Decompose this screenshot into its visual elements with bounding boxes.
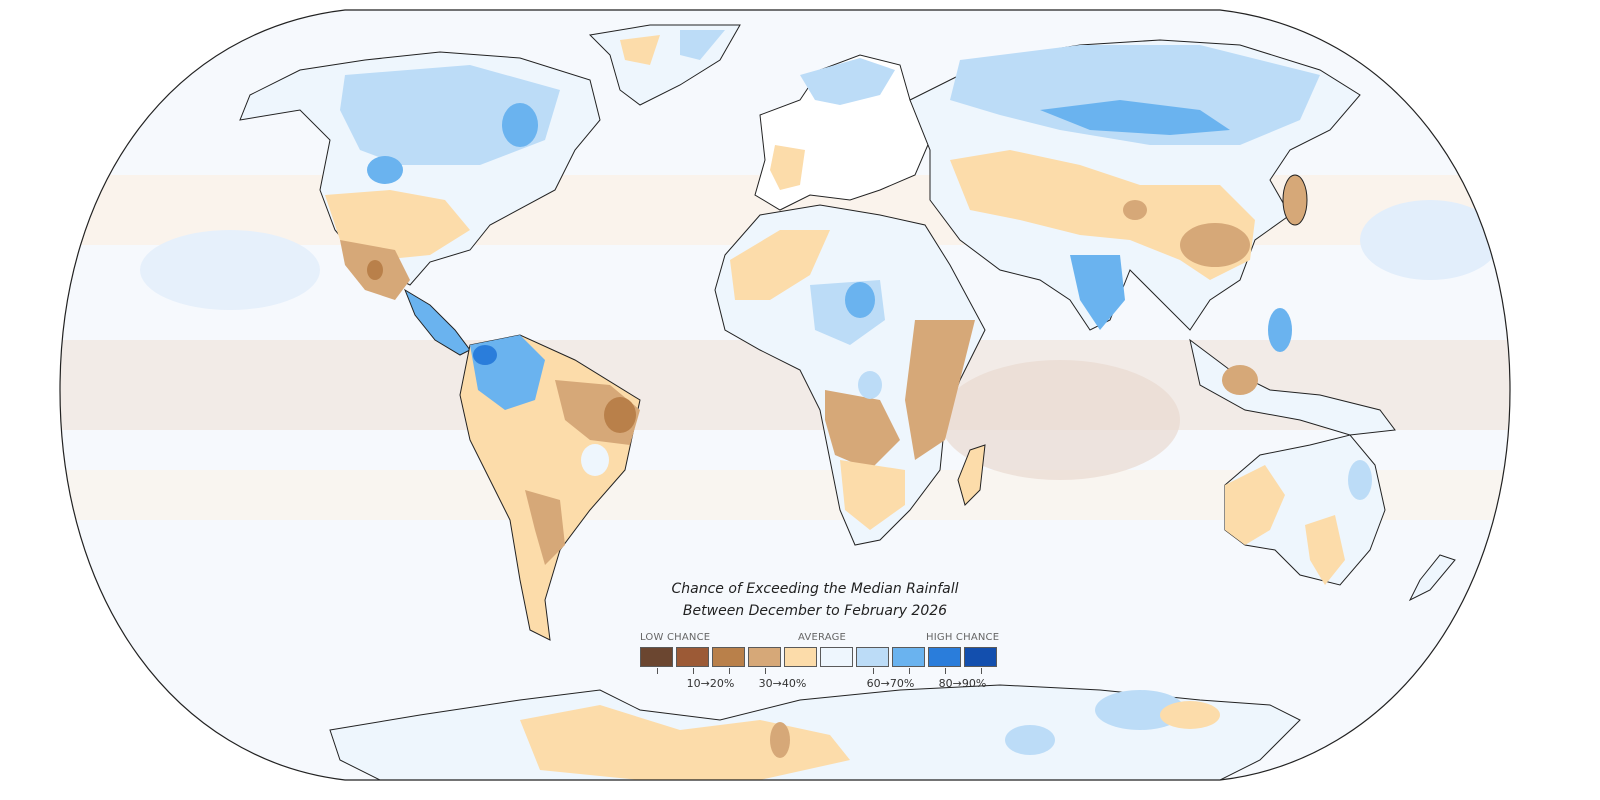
legend-tick: [729, 668, 730, 674]
legend-swatch: [640, 647, 673, 667]
ocean-wet-patch: [140, 230, 320, 310]
legend-tick-label: 30→40%: [759, 677, 807, 690]
wet-patch: [1005, 725, 1055, 755]
legend-tick: [693, 668, 694, 674]
dry-patch: [770, 722, 790, 758]
legend-average-label: AVERAGE: [798, 632, 846, 643]
map-caption: Chance of Exceeding the Median Rainfall …: [645, 578, 985, 622]
dry-patch: [1123, 200, 1147, 220]
color-legend: LOW CHANCE AVERAGE HIGH CHANCE 10→20% 30→…: [640, 632, 1010, 692]
dry-patch: [1160, 701, 1220, 729]
japan: [1283, 175, 1307, 225]
legend-low-label: LOW CHANCE: [640, 632, 710, 643]
legend-high-label: HIGH CHANCE: [926, 632, 999, 643]
legend-swatch: [784, 647, 817, 667]
dry-patch: [367, 260, 383, 280]
legend-swatch: [928, 647, 961, 667]
legend-swatch: [676, 647, 709, 667]
wet-patch: [473, 345, 497, 365]
wet-patch: [1348, 460, 1372, 500]
wet-patch: [502, 103, 538, 147]
legend-tick: [945, 668, 946, 674]
wet-patch: [367, 156, 403, 184]
philippines: [1268, 308, 1292, 352]
legend-tick: [981, 668, 982, 674]
legend-tick: [657, 668, 658, 674]
ocean-wet-patch: [1360, 200, 1500, 280]
legend-swatch: [712, 647, 745, 667]
dry-patch: [1180, 223, 1250, 267]
legend-tick: [873, 668, 874, 674]
legend-swatch: [892, 647, 925, 667]
legend-swatch: [820, 647, 853, 667]
wet-patch: [581, 444, 609, 476]
wet-patch: [845, 282, 875, 318]
legend-tick-label: 80→90%: [939, 677, 987, 690]
legend-tick-label: 60→70%: [867, 677, 915, 690]
dry-patch: [604, 397, 636, 433]
legend-tick: [909, 668, 910, 674]
legend-tick: [765, 668, 766, 674]
legend-swatch: [856, 647, 889, 667]
legend-swatch: [748, 647, 781, 667]
caption-title-line1: Chance of Exceeding the Median Rainfall: [645, 578, 985, 600]
caption-title-line2: Between December to February 2026: [645, 600, 985, 622]
legend-swatch: [964, 647, 997, 667]
legend-color-bar: [640, 647, 997, 667]
dry-patch: [1222, 365, 1258, 395]
legend-tick-label: 10→20%: [687, 677, 735, 690]
wet-patch: [858, 371, 882, 399]
